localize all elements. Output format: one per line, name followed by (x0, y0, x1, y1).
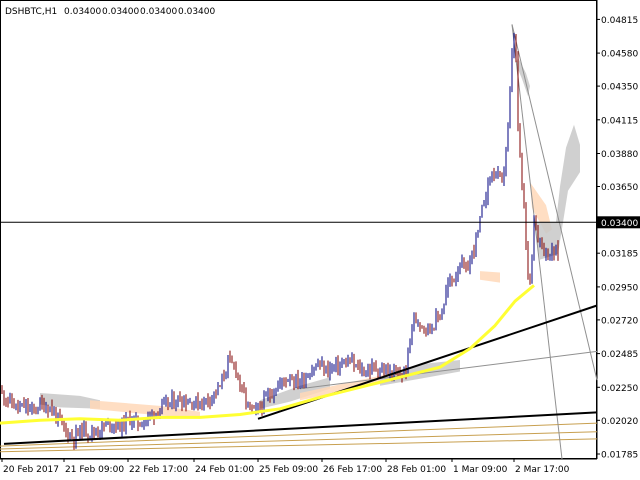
cloud-region (40, 393, 100, 409)
cloud-region (480, 271, 500, 283)
time-tick-label: 20 Feb 2017 (3, 465, 59, 475)
bid-price-label: 0.03400 (601, 219, 638, 229)
fan-ray (0, 431, 598, 450)
time-tick-label: 21 Feb 09:00 (65, 465, 124, 475)
price-tick-label: 0.04350 (601, 83, 638, 93)
price-tick-label: 0.04115 (601, 116, 638, 126)
moving-average-line (0, 284, 535, 425)
time-tick-label: 24 Feb 01:00 (195, 465, 254, 475)
ohlc-open: 0.03400 (64, 7, 101, 17)
ohlc-low: 0.03400 (140, 7, 177, 17)
fan-ray (299, 350, 598, 390)
time-tick-label: 26 Feb 17:00 (323, 465, 382, 475)
fibonacci-fan (0, 24, 598, 460)
bid-price-line: 0.03400 (0, 216, 640, 229)
fan-ray (511, 24, 598, 381)
time-tick-label: 25 Feb 09:00 (259, 465, 318, 475)
cloud-region (534, 124, 580, 260)
price-tick-label: 0.03650 (601, 183, 638, 193)
cloud-region (530, 182, 552, 234)
price-tick-label: 0.02020 (601, 417, 638, 427)
ohlc-close: 0.03400 (178, 7, 215, 17)
chart-header: DSHBTC,H1 0.03400 0.03400 0.03400 0.0340… (5, 7, 215, 17)
bid-price-tag (597, 216, 640, 229)
price-tick-label: 0.03185 (601, 250, 638, 260)
price-tick-label: 0.04815 (601, 16, 638, 26)
ohlc-high: 0.03400 (102, 7, 139, 17)
price-tick-label: 0.02950 (601, 283, 638, 293)
time-tick-label: 28 Feb 01:00 (387, 465, 446, 475)
fan-ray (0, 438, 598, 453)
price-tick-label: 0.03880 (601, 150, 638, 160)
time-tick-label: 22 Feb 17:00 (129, 465, 188, 475)
fan-ray (0, 422, 598, 447)
trend-line (3, 411, 598, 445)
price-tick-label: 0.02720 (601, 316, 638, 326)
price-tick-label: 0.01785 (601, 451, 638, 461)
fan-ray (511, 24, 563, 460)
time-tick-label: 2 Mar 17:00 (515, 465, 570, 475)
time-axis-labels: 20 Feb 2017 21 Feb 09:00 22 Feb 17:00 24 Fe… (1, 459, 570, 475)
price-tick-label: 0.04580 (601, 50, 638, 60)
candlestick-series (1, 32, 559, 450)
indicator-overlays (0, 284, 598, 445)
price-tick-label: 0.02250 (601, 384, 638, 394)
price-tick-label: 0.02485 (601, 350, 638, 360)
cloud-region (260, 377, 330, 409)
time-tick-label: 1 Mar 09:00 (453, 465, 508, 475)
symbol-timeframe: DSHBTC,H1 (5, 7, 57, 17)
price-axis-labels: 0.04815 0.04580 0.04350 0.04115 0.03880 0.036… (597, 16, 638, 461)
cloud-region (90, 400, 200, 419)
